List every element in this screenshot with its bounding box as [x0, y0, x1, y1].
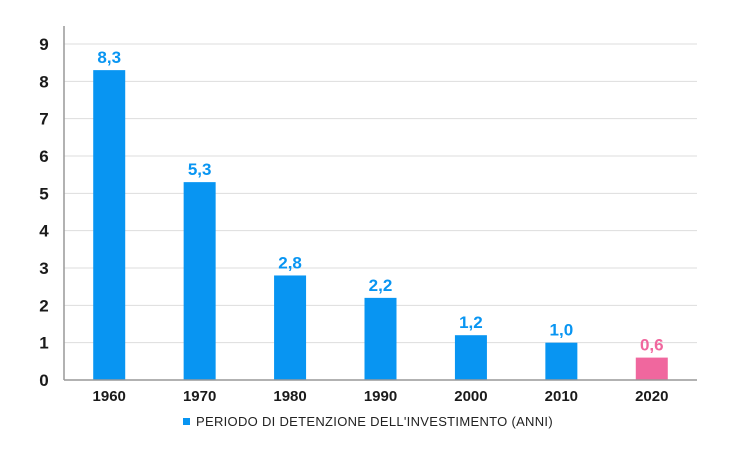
- x-tick-label: 1990: [364, 388, 397, 405]
- data-label-1980: 2,8: [278, 253, 302, 272]
- y-tick-label: 1: [39, 334, 48, 353]
- x-tick-label: 2020: [635, 388, 668, 405]
- x-tick-label: 1970: [183, 388, 216, 405]
- y-tick-label: 0: [39, 371, 48, 390]
- y-tick-label: 6: [39, 147, 48, 166]
- x-tick-label: 2000: [454, 388, 487, 405]
- x-tick-label: 1980: [273, 388, 306, 405]
- bar-1960: [93, 70, 126, 380]
- x-tick-label: 2010: [545, 388, 578, 405]
- legend: PERIODO DI DETENZIONE DELL'INVESTIMENTO …: [0, 414, 736, 429]
- bar-1980: [274, 275, 307, 380]
- bar-1990: [364, 297, 397, 380]
- y-tick-label: 4: [39, 222, 49, 241]
- x-tick-label: 1960: [93, 388, 126, 405]
- y-tick-label: 7: [39, 110, 48, 129]
- data-label-1960: 8,3: [97, 48, 121, 67]
- bars: [93, 70, 668, 380]
- bar-2000: [454, 335, 487, 380]
- y-tick-label: 3: [39, 259, 48, 278]
- bar-2020: [635, 357, 668, 380]
- data-label-1970: 5,3: [188, 160, 212, 179]
- data-label-2020: 0,6: [640, 336, 664, 355]
- bar-1970: [183, 182, 216, 380]
- y-tick-label: 5: [39, 184, 48, 203]
- legend-swatch: [183, 418, 190, 425]
- legend-label: PERIODO DI DETENZIONE DELL'INVESTIMENTO …: [196, 414, 553, 429]
- data-label-2010: 1,0: [550, 321, 574, 340]
- data-label-2000: 1,2: [459, 313, 483, 332]
- data-labels: 8,3 5,3 2,8 2,2 1,2 1,0 0,6: [97, 48, 663, 354]
- x-axis-ticks: 1960 1970 1980 1990 2000 2010 2020: [93, 388, 669, 405]
- y-axis-ticks: 0 1 2 3 4 5 6 7 8 9: [39, 35, 49, 390]
- gridlines: [64, 43, 697, 344]
- data-label-1990: 2,2: [369, 276, 393, 295]
- bar-2010: [545, 342, 578, 380]
- y-tick-label: 8: [39, 72, 48, 91]
- bar-chart: 0 1 2 3 4 5 6 7 8 9 8,3 5,3 2,8 2,2 1,2 1,0 0,6 1960 197…: [39, 26, 697, 405]
- y-tick-label: 2: [39, 296, 48, 315]
- y-tick-label: 9: [39, 35, 48, 54]
